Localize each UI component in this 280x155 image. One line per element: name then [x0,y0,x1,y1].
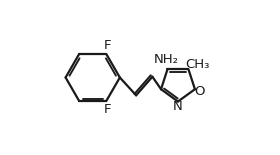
Text: O: O [194,86,204,98]
Text: CH₃: CH₃ [185,58,209,71]
Text: N: N [173,100,183,113]
Text: NH₂: NH₂ [153,53,178,66]
Text: F: F [103,39,111,52]
Text: F: F [103,103,111,116]
